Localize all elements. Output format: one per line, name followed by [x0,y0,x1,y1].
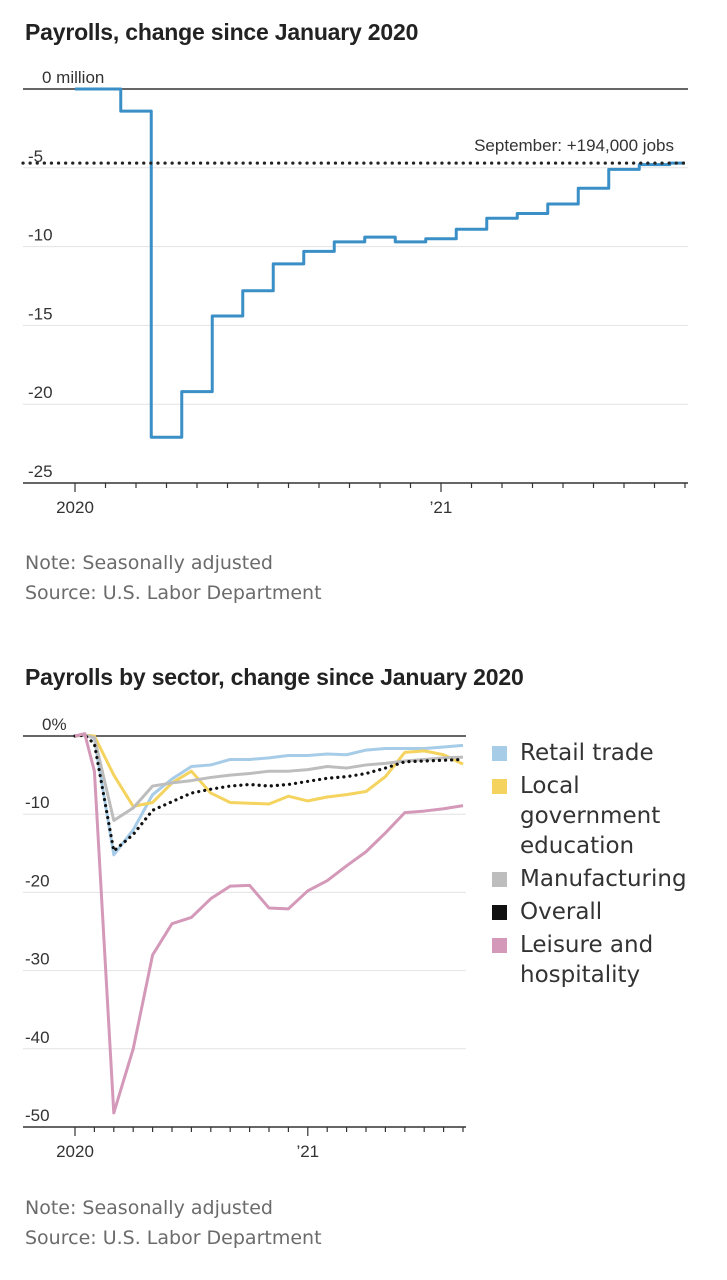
legend-label: Overall [520,899,603,925]
x-tick-label: ’21 [430,498,453,517]
legend-item: Leisure and hospitality [492,930,722,990]
y-tick-label: -50 [25,1106,50,1125]
legend-swatch [492,779,507,794]
x-tick-label: ’21 [296,1142,319,1161]
chart1-note: Note: Seasonally adjusted [25,552,273,574]
legend-swatch [492,905,507,920]
chart2-note: Note: Seasonally adjusted [25,1197,273,1219]
y-tick-label: -25 [28,462,53,481]
sector-legend: Retail trade Local government education Ma… [492,738,722,993]
series-line-2 [74,733,464,822]
series-line-4 [74,732,464,1115]
series-line-1 [74,733,464,808]
chart1-title: Payrolls, change since January 2020 [25,19,419,45]
sector-payrolls-chart: 0% -10 -20 -30 -40 -50 2020 ’21 [23,715,466,1161]
legend-swatch [492,872,507,887]
legend-item: Local government education [492,771,722,861]
x-tick-label: 2020 [56,498,94,517]
series-line-3 [73,733,465,853]
y-tick-label: -20 [28,383,53,402]
legend-item: Manufacturing [492,864,722,894]
legend-label: Local government education [520,773,661,859]
legend-swatch [492,938,507,953]
annotation-label: September: +194,000 jobs [474,136,674,155]
x-tick-label: 2020 [56,1142,94,1161]
y-tick-label: -40 [25,1028,50,1047]
legend-label: Leisure and hospitality [520,932,654,988]
legend-item: Overall [492,897,722,927]
y-tick-label: 0% [42,715,67,734]
chart2-source: Source: U.S. Labor Department [25,1227,322,1249]
y-tick-label: -20 [25,871,50,890]
y-tick-label: -5 [28,147,43,166]
series-line-0 [75,87,685,439]
y-tick-label: -10 [28,226,53,245]
y-tick-label: 0 million [42,68,104,87]
chart1-source: Source: U.S. Labor Department [25,582,322,604]
series-line-0 [74,732,464,857]
y-tick-label: -15 [28,304,53,323]
legend-swatch [492,746,507,761]
y-tick-label: -10 [25,793,50,812]
legend-item: Retail trade [492,738,722,768]
chart2-title: Payrolls by sector, change since January… [25,664,524,690]
legend-label: Retail trade [520,740,654,766]
y-tick-label: -30 [25,950,50,969]
legend-label: Manufacturing [520,866,687,892]
